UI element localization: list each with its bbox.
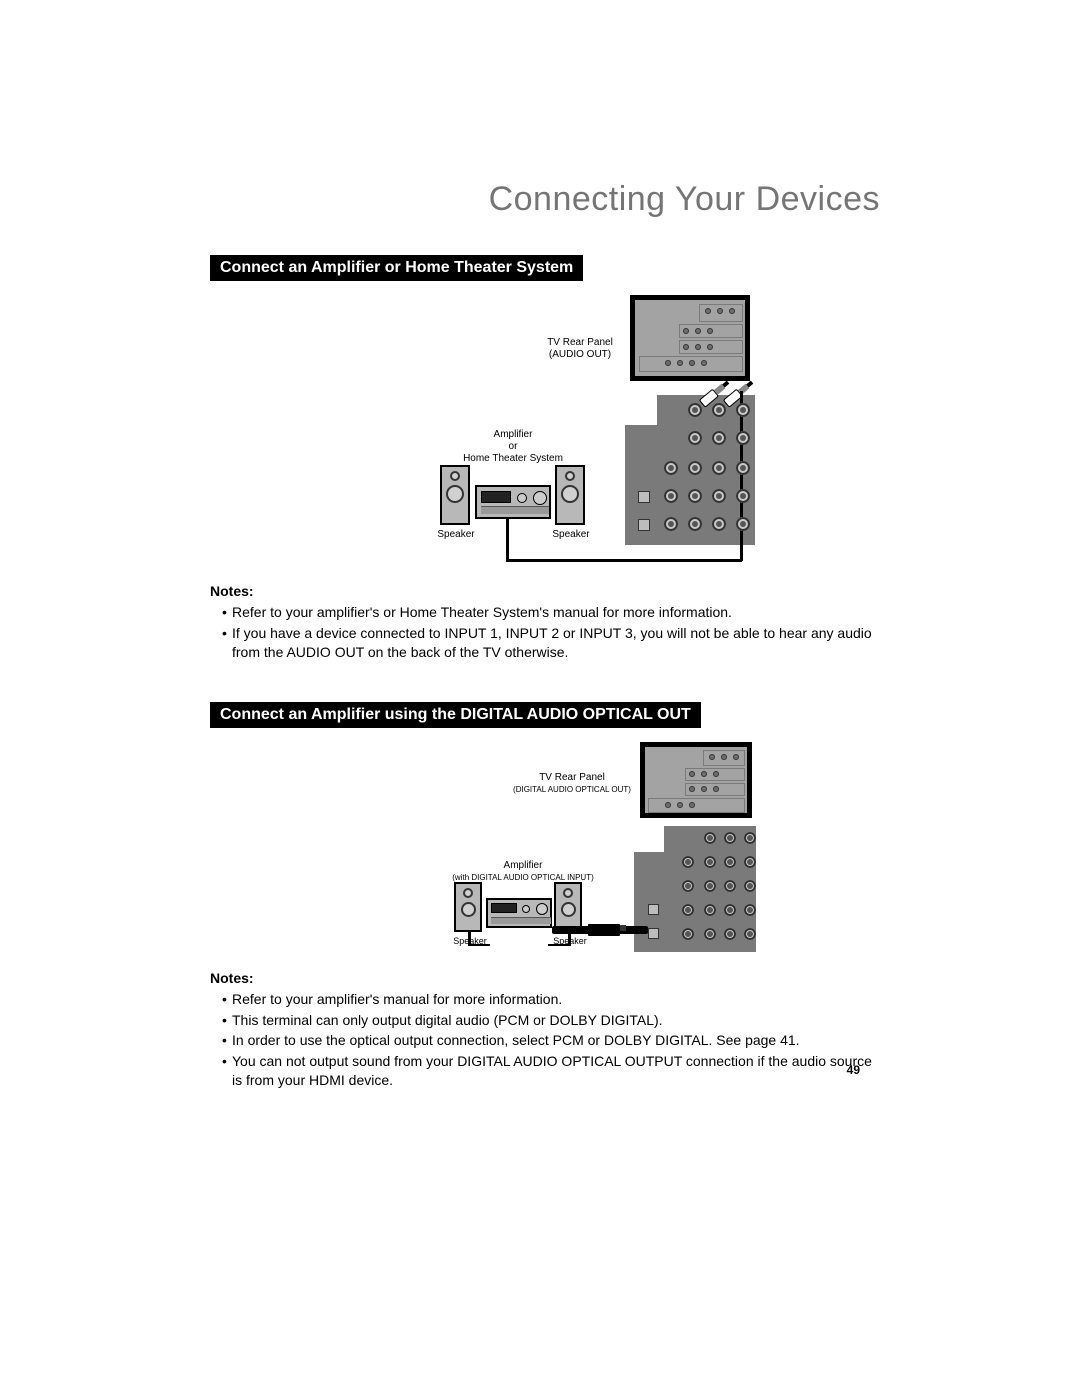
tv-rear-panel-label: TV Rear Panel (AUDIO OUT) [540,337,620,361]
section1-heading-bar: Connect an Amplifier or Home Theater Sys… [210,255,583,281]
amp-label-line2: (with DIGITAL AUDIO OPTICAL INPUT) [452,873,594,882]
rca-jack [724,904,736,916]
note-item: Refer to your amplifier's or Home Theate… [222,603,880,622]
tv-rear-panel-label: TV Rear Panel (DIGITAL AUDIO OPTICAL OUT… [510,772,634,796]
note-item: This terminal can only output digital au… [222,1011,880,1030]
rca-jack [744,880,756,892]
rca-jack [664,461,678,475]
rca-jack [688,403,702,417]
optical-port-icon [648,928,659,939]
rca-jack [704,832,716,844]
speaker-wire [548,944,570,947]
rca-jack [664,517,678,531]
section1-notes-list: Refer to your amplifier's or Home Theate… [210,603,880,662]
rca-jack [736,431,750,445]
rca-jack [736,461,750,475]
rca-jack [704,856,716,868]
rca-jack [724,928,736,940]
rca-jack [688,517,702,531]
rca-jack [712,403,726,417]
rca-jack [688,431,702,445]
manual-page: Connecting Your Devices Connect an Ampli… [0,0,1080,1397]
rca-jack [712,431,726,445]
rca-jack [744,904,756,916]
rca-jack [704,880,716,892]
note-item: You can not output sound from your DIGIT… [222,1052,880,1090]
amplifier [486,898,552,928]
audio-cable [506,519,509,561]
rca-jack [682,928,694,940]
port-icon [638,491,650,503]
note-item: If you have a device connected to INPUT … [222,624,880,662]
rca-jack [744,856,756,868]
section2-heading-bar: Connect an Amplifier using the DIGITAL A… [210,702,701,728]
amp-label-line1: Amplifier [494,429,533,440]
port-icon [648,904,659,915]
speaker-right [555,465,585,525]
rca-jack [744,928,756,940]
note-item: In order to use the optical output conne… [222,1031,880,1050]
rca-jack [704,904,716,916]
page-title: Connecting Your Devices [210,180,880,219]
tv-label-line2: (DIGITAL AUDIO OPTICAL OUT) [513,785,631,794]
speaker-left-label: Speaker [436,529,476,540]
rca-jack [712,461,726,475]
rca-jack [664,489,678,503]
amplifier [475,485,551,519]
section1-notes-heading: Notes: [210,583,880,599]
speaker-right-label: Speaker [551,529,591,540]
diagram2-container: TV Rear Panel (DIGITAL AUDIO OPTICAL OUT… [210,742,880,952]
speaker-left [454,882,482,932]
port-icon [638,519,650,531]
optical-plug [588,924,620,936]
amp-label-line3: Home Theater System [463,453,563,464]
tv-label-line1: TV Rear Panel [539,772,605,783]
rca-jack [736,403,750,417]
rca-jack [682,856,694,868]
rca-jack [736,517,750,531]
tv-rear-panel-small [640,742,752,818]
rca-jack [688,489,702,503]
rca-jack [744,832,756,844]
page-number: 49 [847,1063,860,1077]
diagram1-container: TV Rear Panel (AUDIO OUT) [210,295,880,565]
audio-cable [506,559,742,562]
rca-jack [724,856,736,868]
amp-label-line1: Amplifier [504,860,543,871]
speaker-wire [468,944,490,947]
amplifier-label: Amplifier (with DIGITAL AUDIO OPTICAL IN… [438,860,608,884]
section2-notes-list: Refer to your amplifier's manual for mor… [210,990,880,1090]
rca-jack [724,880,736,892]
rca-jack [712,489,726,503]
speaker-right [554,882,582,932]
rca-jack [688,461,702,475]
section2-notes-heading: Notes: [210,970,880,986]
rca-jack [724,832,736,844]
tv-label-line2: (AUDIO OUT) [549,349,611,360]
tv-rear-panel-small [630,295,750,381]
rca-jack [682,880,694,892]
diagram2: TV Rear Panel (DIGITAL AUDIO OPTICAL OUT… [330,742,760,952]
rca-jack [682,904,694,916]
rca-jack [736,489,750,503]
speaker-left [440,465,470,525]
rca-jack [712,517,726,531]
rca-jack [704,928,716,940]
amplifier-label: Amplifier or Home Theater System [458,429,568,465]
tv-label-line1: TV Rear Panel [547,337,613,348]
diagram1: TV Rear Panel (AUDIO OUT) [330,295,760,565]
note-item: Refer to your amplifier's manual for mor… [222,990,880,1009]
amp-label-line2: or [509,441,518,452]
